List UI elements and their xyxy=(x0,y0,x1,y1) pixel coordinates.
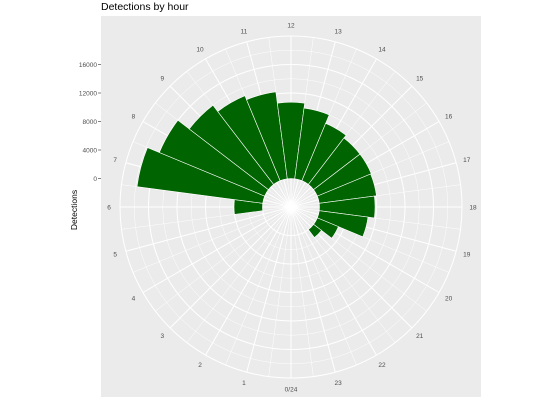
theta-tick-label: 18 xyxy=(469,204,477,211)
bar-hour-19 xyxy=(316,210,369,238)
angular-gridline-minor xyxy=(186,206,292,343)
angular-gridline xyxy=(290,206,336,373)
theta-tick-label: 0/24 xyxy=(285,386,298,393)
theta-tick-label: 6 xyxy=(107,204,111,211)
bar-hour-8 xyxy=(158,119,269,197)
bar-hour-12 xyxy=(276,101,306,180)
theta-tick-label: 20 xyxy=(445,295,453,302)
angular-gridline xyxy=(205,206,292,356)
bar-hour-9 xyxy=(188,104,275,191)
theta-tick-label: 21 xyxy=(416,333,424,340)
bar-hour-14 xyxy=(301,123,347,185)
bar-hour-7 xyxy=(136,147,266,204)
bar-hour-16 xyxy=(313,153,372,197)
theta-tick-label: 16 xyxy=(445,113,453,120)
angular-gridline-minor xyxy=(155,206,292,312)
theta-tick-label: 1 xyxy=(242,380,246,387)
bar-hour-17 xyxy=(316,173,377,204)
theta-tick-label: 3 xyxy=(160,333,164,340)
theta-tick-label: 10 xyxy=(196,47,204,54)
theta-tick-label: 12 xyxy=(287,22,295,29)
bar-hour-20 xyxy=(313,217,339,239)
angular-gridline xyxy=(142,206,292,293)
r-tick-label: 4000 xyxy=(83,147,98,154)
angular-gridline-minor xyxy=(290,206,357,366)
angular-gridline-minor xyxy=(225,206,292,366)
theta-tick-label: 4 xyxy=(132,295,136,302)
theta-tick-label: 2 xyxy=(198,362,202,369)
theta-tick-label: 9 xyxy=(160,76,164,83)
angular-gridline-minor xyxy=(268,206,292,377)
angular-gridline xyxy=(125,206,292,252)
theta-tick-label: 8 xyxy=(132,113,136,120)
angular-gridline xyxy=(290,206,377,356)
angular-gridline-minor xyxy=(290,206,314,377)
chart-title: Detections by hour xyxy=(101,1,189,13)
theta-tick-label: 7 xyxy=(113,157,117,164)
bar-hour-10 xyxy=(217,95,281,185)
theta-tick-label: 17 xyxy=(463,157,471,164)
angular-gridline xyxy=(169,206,292,329)
theta-tick-label: 11 xyxy=(241,29,248,36)
theta-tick-label: 13 xyxy=(334,29,342,36)
bar-hour-21 xyxy=(307,223,322,238)
y-axis-title: Detections xyxy=(69,190,79,230)
theta-tick-label: 22 xyxy=(378,362,386,369)
theta-tick-label: 23 xyxy=(334,380,342,387)
theta-tick-label: 5 xyxy=(113,251,117,258)
theta-tick-label: 19 xyxy=(463,251,471,258)
theta-tick-label: 15 xyxy=(416,76,424,83)
bar-hour-13 xyxy=(294,107,330,182)
bar-hour-11 xyxy=(246,91,288,182)
angular-gridline xyxy=(246,206,292,373)
r-tick-label: 16000 xyxy=(79,62,97,69)
r-tick-label: 8000 xyxy=(83,119,98,126)
r-tick-label: 12000 xyxy=(79,90,97,97)
r-tick-label: 0 xyxy=(93,176,97,183)
angular-gridline-minor xyxy=(132,206,292,273)
theta-tick-label: 14 xyxy=(378,47,386,54)
